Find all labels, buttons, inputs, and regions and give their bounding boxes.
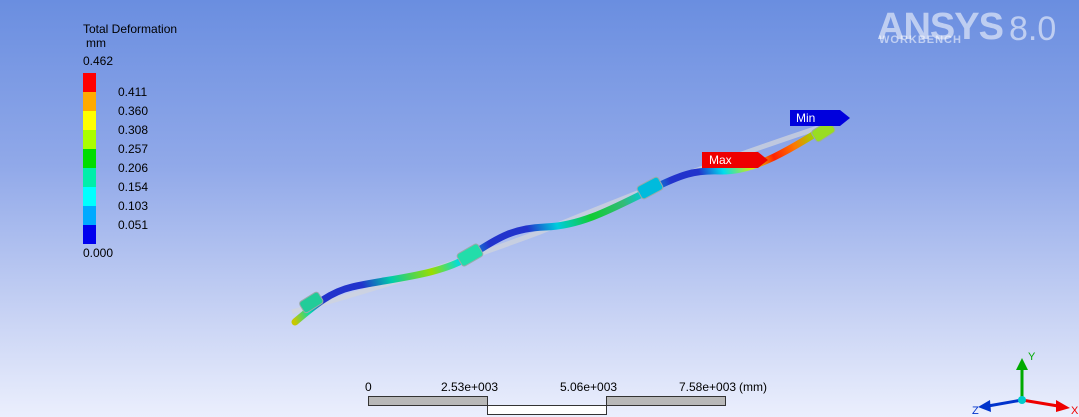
legend-unit: mm bbox=[86, 36, 106, 50]
triad-origin bbox=[1018, 396, 1026, 404]
deformed-beam[interactable] bbox=[291, 114, 844, 326]
z-axis-line bbox=[987, 398, 1023, 408]
coupling-3 bbox=[636, 176, 664, 200]
scale-bar: 0 2.53e+003 5.06e+003 7.58e+003 (mm) bbox=[360, 380, 830, 417]
scale-segment bbox=[487, 405, 607, 415]
min-probe[interactable]: Min bbox=[790, 110, 850, 126]
x-axis-line bbox=[1021, 398, 1059, 408]
legend-color-bar bbox=[83, 73, 96, 244]
axis-triad[interactable]: Y Z X bbox=[970, 340, 1079, 417]
logo-version-text: 8.0 bbox=[1009, 10, 1057, 48]
x-axis-label: X bbox=[1071, 405, 1079, 417]
x-axis-arrow bbox=[1056, 400, 1070, 412]
min-probe-label: Min bbox=[796, 111, 815, 125]
scale-segment bbox=[606, 396, 726, 406]
z-axis-arrow bbox=[978, 400, 991, 412]
scale-unit-label: (mm) bbox=[739, 380, 767, 394]
legend-level-label: 0.051 bbox=[118, 218, 149, 232]
max-probe-label: Max bbox=[709, 153, 732, 167]
legend-swatch bbox=[83, 168, 96, 187]
scale-tick-label: 2.53e+003 bbox=[441, 380, 499, 394]
legend-level-label: 0.103 bbox=[118, 199, 149, 213]
legend-swatch bbox=[83, 225, 96, 244]
scale-tick-label: 0 bbox=[365, 380, 372, 394]
legend-swatch bbox=[83, 92, 96, 111]
contour-legend: Total Deformation mm 0.462 0.000 0.411 0.… bbox=[80, 22, 240, 262]
coupling-2 bbox=[456, 243, 484, 267]
legend-swatch bbox=[83, 149, 96, 168]
y-axis-label: Y bbox=[1028, 351, 1036, 363]
legend-swatch bbox=[83, 206, 96, 225]
z-axis-label: Z bbox=[972, 405, 979, 417]
logo-sub-text: WORKBENCH bbox=[879, 34, 962, 46]
max-probe[interactable]: Max bbox=[702, 152, 768, 168]
legend-level-label: 0.411 bbox=[118, 85, 148, 99]
coupling-1 bbox=[299, 291, 324, 314]
legend-level-label: 0.308 bbox=[118, 123, 149, 137]
legend-level-label: 0.360 bbox=[118, 104, 149, 118]
ansys-logo: ANSYS 8.0 WORKBENCH bbox=[877, 6, 1067, 50]
legend-swatch bbox=[83, 73, 96, 92]
legend-level-label: 0.206 bbox=[118, 161, 149, 175]
legend-swatch bbox=[83, 111, 96, 130]
legend-swatch bbox=[83, 187, 96, 206]
legend-min-value: 0.000 bbox=[83, 246, 114, 260]
y-axis-arrow bbox=[1016, 358, 1028, 370]
scale-tick-label: 5.06e+003 bbox=[560, 380, 618, 394]
legend-level-label: 0.257 bbox=[118, 142, 149, 156]
legend-max-value: 0.462 bbox=[83, 54, 114, 68]
scale-segment bbox=[368, 396, 488, 406]
logo-main-text: ANSYS bbox=[877, 6, 1004, 48]
scale-tick-label: 7.58e+003 bbox=[679, 380, 737, 394]
legend-swatch bbox=[83, 130, 96, 149]
legend-level-label: 0.154 bbox=[118, 180, 149, 194]
legend-title: Total Deformation bbox=[83, 22, 178, 36]
